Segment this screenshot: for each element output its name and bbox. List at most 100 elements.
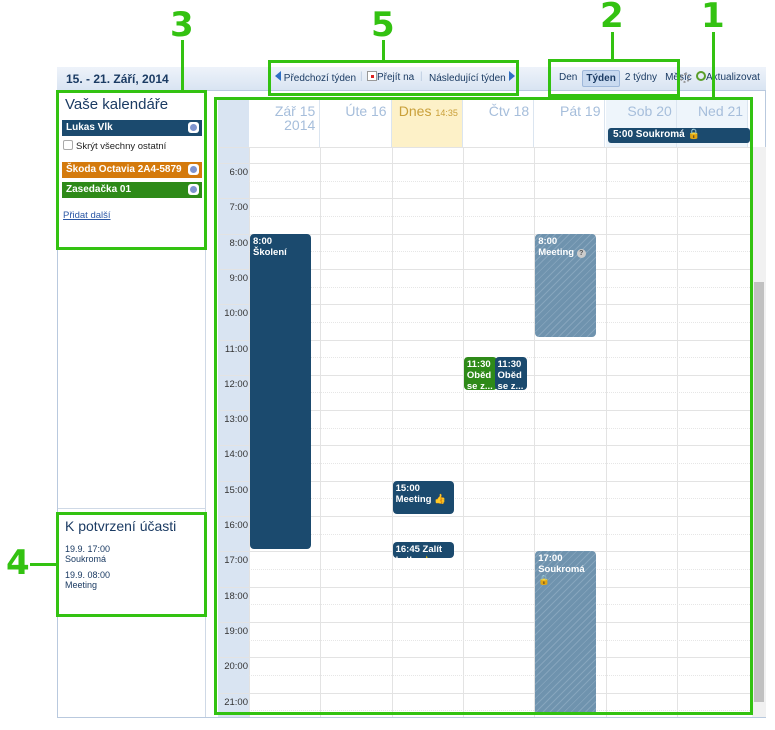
event-title: 11:30 Oběd se z... (497, 359, 524, 391)
hour-label: 14:00 (224, 449, 248, 461)
hour-line (220, 516, 750, 517)
hide-others-checkbox[interactable]: Skrýt všechny ostatní (63, 140, 166, 152)
calendar-settings-icon[interactable] (188, 164, 199, 175)
sidebar (58, 92, 206, 717)
calendar-event[interactable]: 8:00 Školení (250, 233, 312, 550)
hour-line (220, 163, 750, 164)
calendar-event[interactable]: 8:00 Meeting ? (535, 233, 597, 338)
half-hour-line (249, 321, 750, 323)
date-range: 15. - 21. Září, 2014 (66, 72, 169, 86)
day-label: Sob 20 (627, 103, 672, 119)
calendar-event[interactable]: 17:00 Soukromá 🔒 (535, 551, 597, 715)
star-icon: ★ (423, 555, 432, 558)
refresh-button[interactable]: Aktualizovat (696, 71, 760, 83)
calendar-item-lukas[interactable]: Lukas Vlk (62, 120, 202, 136)
pending-item[interactable]: 19.9. 08:00 Meeting (65, 570, 110, 590)
day-label: Zář 15 (274, 103, 316, 119)
hour-label: 13:00 (224, 414, 248, 426)
day-column-line (462, 147, 464, 717)
scrollbar-thumb[interactable] (754, 282, 764, 702)
calendar-event[interactable]: 11:30 Oběd se z... (494, 357, 528, 391)
hour-label: 19:00 (224, 625, 248, 637)
half-hour-line (249, 674, 750, 676)
hour-label: 7:00 (229, 202, 249, 214)
callout-number: 4 (6, 543, 30, 583)
hour-line (220, 621, 750, 623)
day-header[interactable]: Čtv 18 (463, 97, 535, 147)
scrollbar[interactable] (752, 147, 766, 717)
time-gutter (218, 97, 249, 717)
callout-number: 1 (701, 0, 725, 36)
next-week-label: Následující týden (429, 73, 506, 84)
calendar-label: Škoda Octavia 2A4-5879 (66, 164, 182, 175)
calendar-item-zasedacka[interactable]: Zasedačka 01 (62, 182, 202, 198)
day-header[interactable]: Dnes 14:35 (391, 97, 463, 147)
divider: | (360, 71, 363, 82)
grid-line (220, 147, 750, 148)
half-hour-line (249, 710, 750, 712)
current-time: 14:35 (435, 108, 458, 118)
arrow-left-icon (275, 71, 281, 81)
calendar-settings-icon[interactable] (188, 184, 199, 195)
day-column-line (249, 147, 250, 717)
divider (58, 508, 206, 509)
half-hour-line (249, 215, 750, 217)
view-day[interactable]: Den (559, 72, 578, 83)
callout-leader (611, 32, 614, 60)
hour-label: 12:00 (224, 378, 248, 390)
hour-line (220, 304, 750, 306)
toolbar (57, 67, 766, 91)
year-label: 2014 (284, 117, 316, 133)
hour-label: 21:00 (224, 696, 248, 708)
pending-what: Meeting (65, 580, 98, 590)
allday-event[interactable]: 5:00 Soukromá 🔒 (608, 128, 750, 143)
my-calendars-title: Vaše kalendáře (65, 96, 169, 113)
calendar-event[interactable]: 15:00 Meeting 👍 (392, 480, 454, 514)
day-header[interactable]: Pát 19 (534, 97, 606, 147)
half-hour-line (249, 427, 750, 429)
day-header[interactable]: Zář 15 2014 (249, 97, 321, 147)
calendar-event[interactable]: 16:45 Zalít kytky ★ (392, 542, 454, 559)
day-header[interactable]: Úte 16 (320, 97, 392, 147)
pending-when: 19.9. 17:00 (65, 544, 111, 554)
callout-leader (382, 40, 385, 61)
calendar-icon (367, 71, 377, 81)
callout-number: 5 (371, 5, 395, 45)
callout-box-3 (56, 90, 207, 250)
hour-line (220, 692, 750, 694)
day-label: Dnes (398, 103, 432, 119)
calendar-settings-icon[interactable] (188, 122, 199, 133)
add-calendar-link[interactable]: Přidat další (63, 210, 111, 221)
pending-when: 19.9. 08:00 (65, 570, 111, 580)
checkbox-icon[interactable] (63, 140, 73, 150)
calendar-item-skoda[interactable]: Škoda Octavia 2A4-5879 (62, 162, 202, 178)
event-title: 16:45 Zalít kytky (395, 544, 443, 558)
calendar-event[interactable]: 11:30 Oběd se z... (463, 357, 497, 391)
hour-line (220, 268, 750, 270)
event-title: 8:00 Meeting (538, 235, 575, 258)
day-label: Úte 16 (345, 103, 387, 119)
hour-label: 20:00 (224, 661, 248, 673)
hour-line (220, 445, 750, 447)
next-week-button[interactable]: Následující týden (429, 71, 515, 84)
day-column-line (391, 147, 393, 717)
view-week[interactable]: Týden (582, 70, 620, 87)
hour-line (220, 198, 750, 200)
day-label: Pát 19 (560, 103, 601, 119)
hour-label: 6:00 (229, 167, 249, 178)
prev-week-button[interactable]: Předchozí týden (275, 71, 356, 84)
settings-icon[interactable] (680, 73, 690, 83)
lock-icon: 🔒 (538, 575, 551, 587)
view-2weeks[interactable]: 2 týdny (624, 72, 658, 83)
hour-line (220, 339, 750, 341)
arrow-right-icon (508, 71, 515, 81)
callout-number: 2 (600, 0, 624, 36)
hour-line (220, 551, 750, 553)
hour-line (220, 480, 750, 482)
goto-button[interactable]: Přejít na (367, 71, 414, 83)
pending-item[interactable]: 19.9. 17:00 Soukromá (65, 544, 110, 564)
callout-box-2 (548, 59, 680, 97)
event-title: 8:00 Školení (253, 235, 287, 258)
callout-leader (181, 40, 184, 91)
day-column-line (320, 147, 322, 717)
